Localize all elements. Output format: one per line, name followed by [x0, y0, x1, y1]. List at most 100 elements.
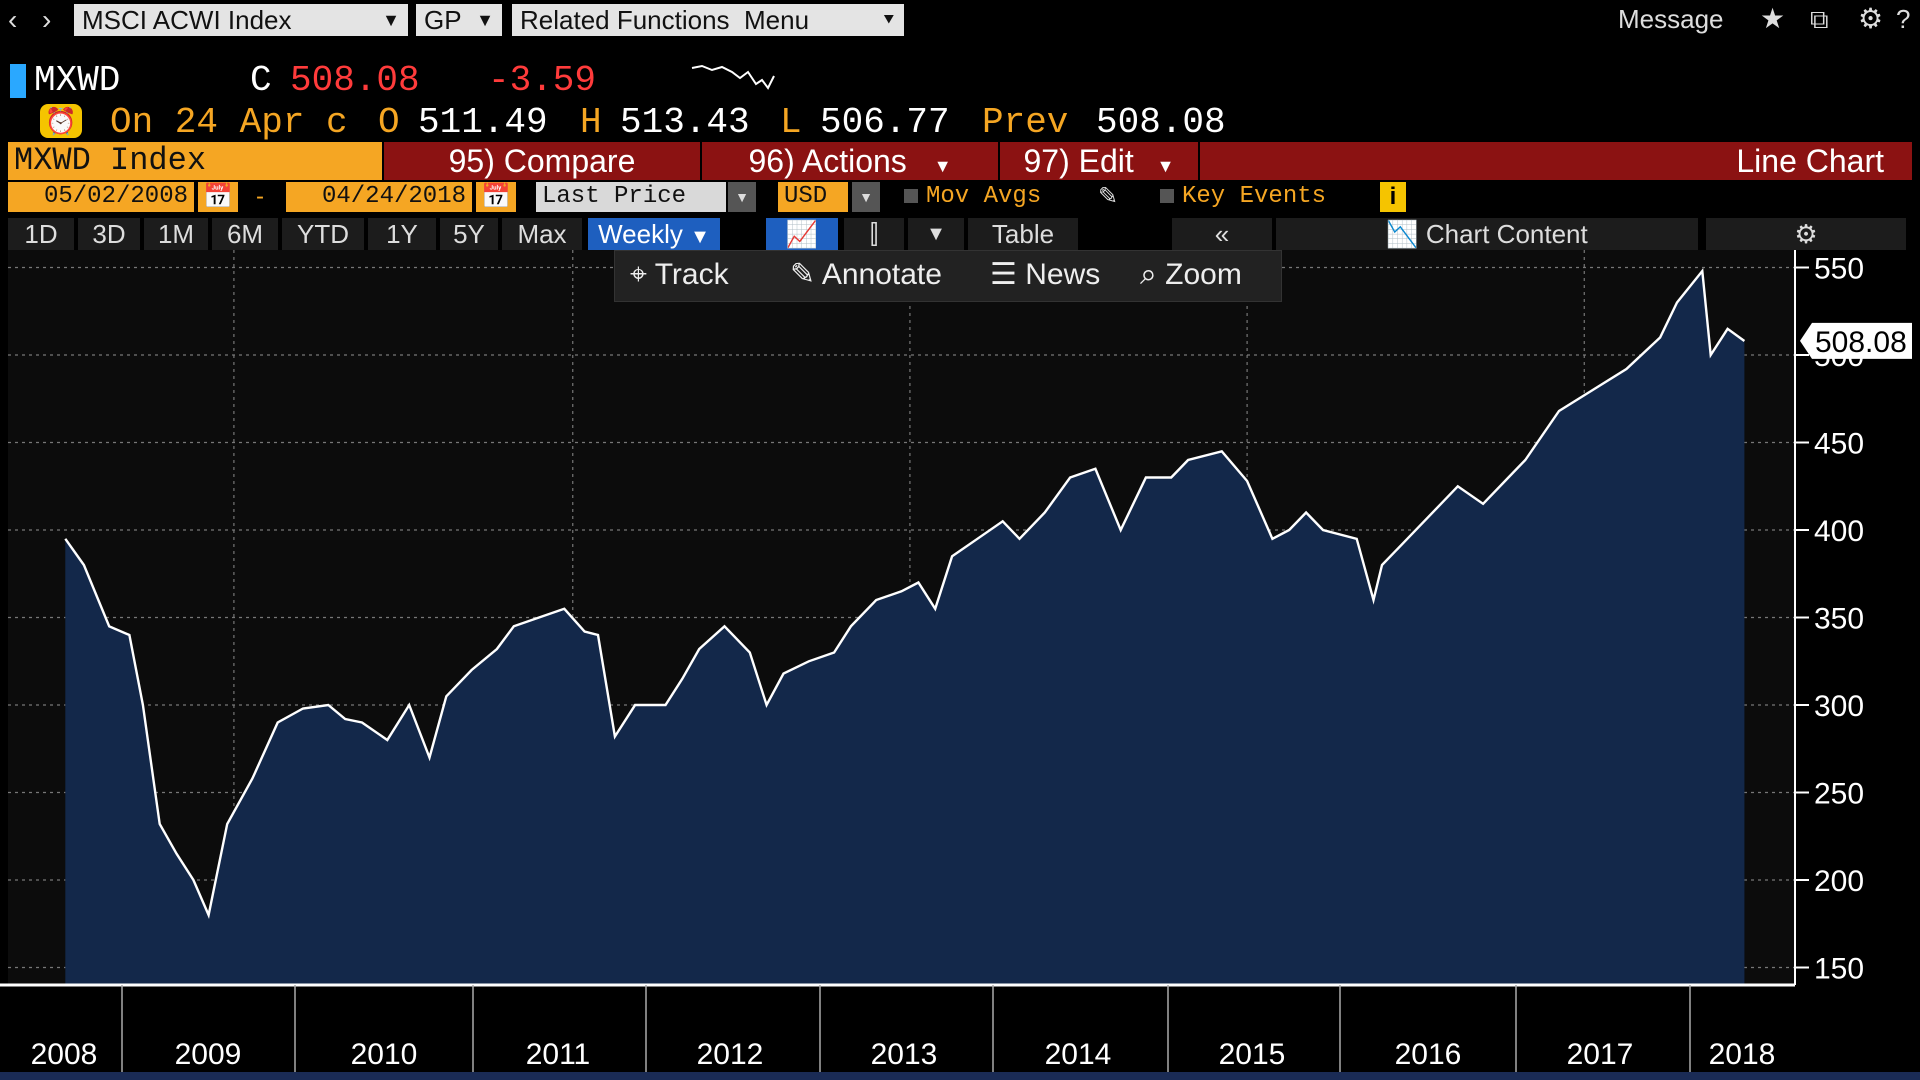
news-button[interactable]: ☰ News — [990, 250, 1100, 300]
table-button[interactable]: Table — [968, 218, 1078, 250]
x-tick-label: 2008 — [31, 1038, 98, 1071]
chevron-down-icon: ▼ — [382, 10, 400, 30]
periodicity-label: Weekly — [598, 219, 683, 249]
checkbox-icon — [1160, 188, 1174, 203]
security-tab[interactable]: MXWD Index — [8, 142, 382, 180]
related-functions-menu[interactable]: Related Functions Menu ⯆ — [512, 4, 904, 36]
star-icon[interactable]: ★ — [1760, 3, 1786, 34]
info-icon[interactable]: i — [1380, 182, 1406, 212]
security-dropdown[interactable]: MSCI ACWI Index ▼ — [74, 4, 408, 36]
mov-avgs-toggle[interactable]: Mov Avgs — [904, 182, 1041, 212]
periodicity-selector[interactable]: Weekly ▼ — [588, 218, 720, 250]
search-icon: ⌕ — [1140, 258, 1157, 291]
range-button-5y[interactable]: 5Y — [440, 218, 498, 250]
chart-content-icon: 📉 — [1386, 219, 1419, 249]
high-label: H — [580, 102, 602, 143]
prev-label: Prev — [982, 102, 1069, 143]
last-value-callout — [1800, 322, 1912, 359]
chevron-down-icon: ▼ — [690, 226, 710, 248]
range-button-max[interactable]: Max — [502, 218, 582, 250]
list-icon: ☰ — [990, 258, 1017, 291]
chart-content-label: Chart Content — [1425, 219, 1588, 249]
chevron-down-icon[interactable]: ▼ — [728, 182, 756, 212]
edit-tab-label: 97) Edit — [1023, 143, 1134, 179]
chevron-down-icon: ▼ — [933, 156, 952, 176]
range-button-1y[interactable]: 1Y — [368, 218, 436, 250]
currency-selector[interactable]: USD — [778, 182, 848, 212]
y-tick-label: 250 — [1814, 778, 1864, 811]
start-date-field[interactable]: 05/02/2008 — [8, 182, 194, 212]
close-label: C — [250, 60, 272, 101]
range-button-1d[interactable]: 1D — [8, 218, 74, 250]
forward-arrow-icon[interactable]: › — [42, 4, 52, 35]
series-line — [64, 267, 1746, 919]
open-label: O — [378, 102, 400, 143]
x-tick-label: 2013 — [871, 1038, 938, 1071]
x-tick-label: 2012 — [697, 1038, 764, 1071]
range-button-3d[interactable]: 3D — [78, 218, 140, 250]
actions-tab[interactable]: 96) Actions ▼ — [702, 142, 998, 180]
candlestick-icon[interactable]: ⫿ — [844, 218, 904, 250]
x-tick-label: 2016 — [1395, 1038, 1462, 1071]
field-selector[interactable]: Last Price — [536, 182, 726, 212]
key-events-label: Key Events — [1182, 183, 1327, 210]
crosshair-icon: ⌖ — [630, 258, 647, 291]
gear-icon[interactable]: ⚙ — [1706, 218, 1906, 250]
y-tick-label: 400 — [1814, 515, 1864, 548]
key-events-toggle[interactable]: Key Events — [1160, 182, 1326, 212]
x-tick-label: 2009 — [175, 1038, 242, 1071]
line-chart-icon[interactable]: 📈 — [766, 218, 838, 250]
calendar-icon[interactable]: 📅 — [198, 182, 238, 212]
mov-avgs-label: Mov Avgs — [926, 183, 1042, 210]
track-label: Track — [654, 258, 729, 291]
help-icon[interactable]: ? — [1896, 4, 1911, 34]
chevron-down-icon[interactable]: ▼ — [908, 218, 964, 250]
range-button-ytd[interactable]: YTD — [282, 218, 364, 250]
low-price: 506.77 — [820, 102, 950, 143]
zoom-button[interactable]: ⌕ Zoom — [1140, 250, 1242, 300]
range-button-1m[interactable]: 1M — [144, 218, 208, 250]
calendar-icon[interactable]: 📅 — [476, 182, 516, 212]
window-icon[interactable]: ⧉ — [1810, 4, 1829, 34]
message-button[interactable]: Message — [1618, 4, 1724, 34]
edit-tab[interactable]: 97) Edit ▼ — [1000, 142, 1198, 180]
annotate-button[interactable]: ✎ Annotate — [790, 250, 942, 300]
function-dropdown[interactable]: GP ▼ — [416, 4, 502, 36]
chevron-down-icon[interactable]: ▼ — [852, 182, 880, 212]
related-functions-label: Related Functions Menu — [520, 5, 810, 35]
back-arrow-icon[interactable]: ‹ — [8, 4, 18, 35]
ticker-symbol: MXWD — [34, 60, 121, 101]
collapse-icon[interactable]: « — [1172, 218, 1272, 250]
alert-icon[interactable]: ⏰ — [40, 104, 82, 138]
y-tick-label: 300 — [1814, 690, 1864, 723]
chart-content-button[interactable]: 📉 Chart Content — [1276, 218, 1698, 250]
range-button-6m[interactable]: 6M — [212, 218, 278, 250]
track-button[interactable]: ⌖ Track — [630, 250, 729, 300]
x-tick-label: 2018 — [1709, 1038, 1776, 1071]
double-chevron-down-icon: ⯆ — [881, 10, 896, 30]
news-label: News — [1025, 258, 1101, 291]
chart-toolbar — [614, 250, 1282, 302]
gear-icon[interactable]: ⚙ — [1858, 3, 1884, 34]
pencil-icon[interactable]: ✎ — [1098, 183, 1119, 210]
annotate-label: Annotate — [821, 258, 942, 291]
chart-type-label: Line Chart — [1200, 142, 1912, 180]
sparkline — [691, 64, 775, 90]
quote-date: On 24 Apr c — [110, 102, 348, 143]
actions-tab-label: 96) Actions — [748, 143, 907, 179]
date-range-dash: - — [256, 183, 264, 210]
high-price: 513.43 — [620, 102, 750, 143]
x-tick-label: 2014 — [1045, 1038, 1112, 1071]
chevron-down-icon: ▼ — [476, 10, 494, 30]
prev-price: 508.08 — [1096, 102, 1226, 143]
top-toolbar: ‹ › MSCI ACWI Index ▼ GP ▼ Related Funct… — [0, 0, 1920, 40]
security-dropdown-value: MSCI ACWI Index — [82, 5, 292, 35]
status-strip — [0, 1072, 1920, 1080]
checkbox-icon — [904, 188, 918, 203]
compare-tab[interactable]: 95) Compare — [384, 142, 700, 180]
zoom-label: Zoom — [1165, 258, 1242, 291]
end-date-field[interactable]: 04/24/2018 — [286, 182, 472, 212]
pencil-icon: ✎ — [790, 258, 816, 291]
price-chart[interactable]: 150200250300350400450500550508.082008200… — [0, 250, 1920, 1080]
last-value-label: 508.08 — [1815, 326, 1907, 359]
